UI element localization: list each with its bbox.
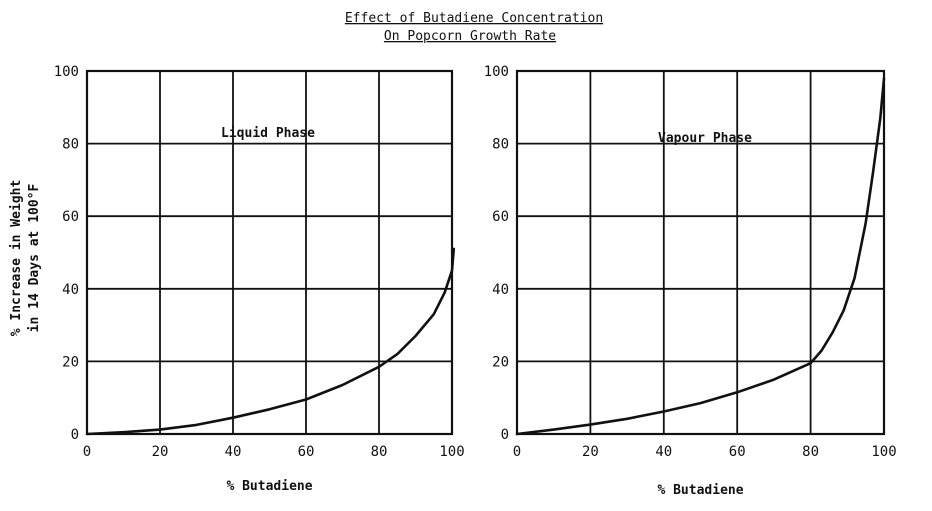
y-tick-label: 60 (62, 209, 79, 225)
x-tick-label: 20 (152, 444, 169, 460)
y-tick-label: 0 (501, 427, 509, 443)
vapour-phase-panel: 0 20 40 60 80 100 0 20 40 60 80 100 Vapour Phase % Bu… (484, 64, 897, 498)
y-tick-label: 40 (62, 282, 79, 298)
x-tick-label: 100 (871, 444, 896, 460)
y-tick-label: 0 (71, 427, 79, 443)
phase-annotation: Liquid Phase (221, 126, 315, 141)
x-axis-label: % Butadiene (657, 483, 743, 498)
x-tick-label: 80 (371, 444, 388, 460)
y-tick-label: 100 (484, 64, 509, 80)
x-axis-label: % Butadiene (226, 479, 312, 494)
y-tick-label: 40 (492, 282, 509, 298)
x-tick-label: 20 (582, 444, 599, 460)
x-tick-label: 0 (513, 444, 521, 460)
chart-title-line1: Effect of Butadiene Concentration (345, 11, 603, 26)
data-curve (515, 77, 886, 436)
chart-title-line2: On Popcorn Growth Rate (384, 29, 556, 44)
plot-frame (85, 69, 454, 436)
x-tick-label: 60 (729, 444, 746, 460)
x-tick-label: 40 (655, 444, 672, 460)
x-tick-label: 0 (83, 444, 91, 460)
x-tick-label: 80 (802, 444, 819, 460)
y-tick-label: 20 (62, 354, 79, 370)
y-axis-label-line1: % Increase in Weight (9, 180, 24, 337)
y-tick-label: 20 (492, 354, 509, 370)
x-tick-label: 40 (225, 444, 242, 460)
liquid-phase-panel: 0 20 40 60 80 100 0 20 40 60 80 100 Liquid Phase % Bu… (54, 64, 465, 494)
y-tick-label: 60 (492, 209, 509, 225)
phase-annotation: Vapour Phase (658, 131, 752, 146)
y-tick-label: 80 (492, 137, 509, 153)
data-curve (85, 247, 456, 436)
x-tick-label: 60 (298, 444, 315, 460)
x-tick-label: 100 (439, 444, 464, 460)
y-tick-label: 100 (54, 64, 79, 80)
plot-frame (515, 69, 886, 436)
y-axis-label-line2: in 14 Days at 100°F (27, 183, 42, 332)
y-tick-label: 80 (62, 137, 79, 153)
